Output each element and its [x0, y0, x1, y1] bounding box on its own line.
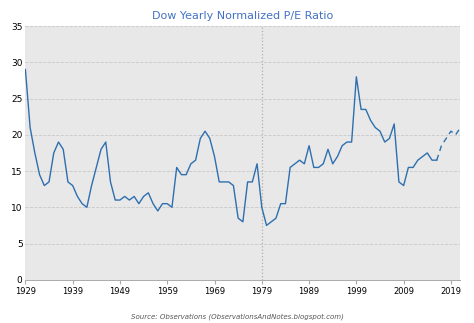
- Title: Dow Yearly Normalized P/E Ratio: Dow Yearly Normalized P/E Ratio: [152, 11, 334, 21]
- Text: Source: Observations (ObservationsAndNotes.blogspot.com): Source: Observations (ObservationsAndNot…: [130, 313, 344, 320]
